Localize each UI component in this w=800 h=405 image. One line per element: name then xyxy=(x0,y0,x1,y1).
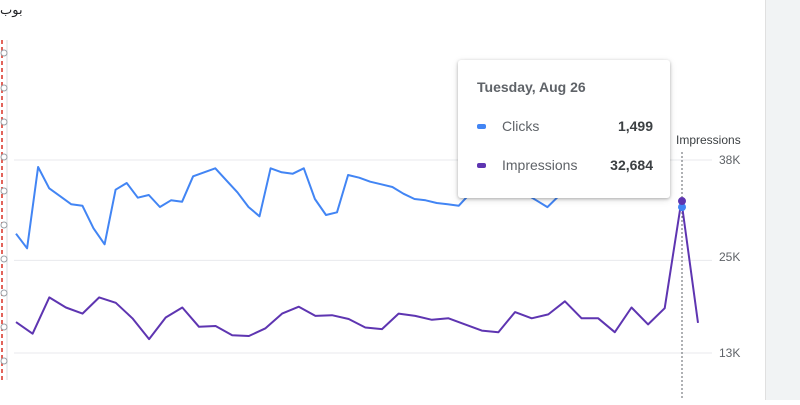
tooltip-value-impressions: 32,684 xyxy=(610,157,653,173)
impressions-legend-dot xyxy=(477,163,486,168)
impressions-series-line xyxy=(15,200,699,341)
right-axis-tick-38k: 38K xyxy=(719,153,741,167)
right-axis-title: Impressions xyxy=(676,133,741,147)
right-side-panel xyxy=(765,0,800,400)
right-axis-tick-25k: 25K xyxy=(719,250,741,264)
sidebar-marker-line xyxy=(0,40,8,380)
clicks-hover-point xyxy=(678,203,686,212)
tooltip-date: Tuesday, Aug 26 xyxy=(477,79,586,95)
impressions-hover-point xyxy=(678,197,686,206)
tooltip-label-clicks: Clicks xyxy=(502,118,540,134)
tooltip-label-impressions: Impressions xyxy=(502,157,578,173)
right-axis-tick-13k: 13K xyxy=(719,346,741,360)
hover-tooltip: Tuesday, Aug 26 Clicks 1,499 Impressions… xyxy=(458,60,670,198)
clicks-legend-dot xyxy=(477,124,486,129)
sidebar-strip xyxy=(0,0,14,400)
tooltip-row-impressions: Impressions 32,684 xyxy=(477,157,653,177)
tooltip-row-clicks: Clicks 1,499 xyxy=(477,118,653,138)
tooltip-value-clicks: 1,499 xyxy=(617,118,653,134)
corner-text: بوب xyxy=(0,2,23,17)
